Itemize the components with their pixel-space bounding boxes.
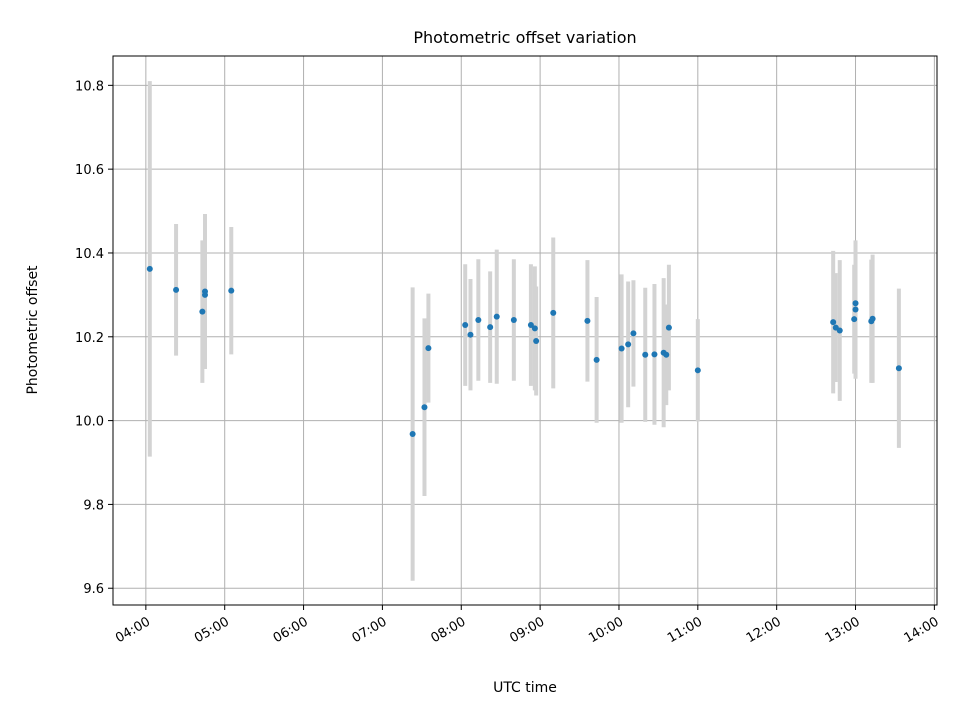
data-point: [625, 341, 632, 348]
data-point: [584, 317, 591, 324]
chart-title: Photometric offset variation: [413, 28, 636, 47]
y-tick-label: 10.8: [75, 79, 104, 94]
data-point: [201, 291, 208, 298]
data-point: [651, 351, 658, 358]
data-point: [663, 351, 670, 358]
data-point: [409, 431, 416, 438]
y-tick-label: 9.8: [83, 498, 104, 513]
x-axis-label: UTC time: [493, 680, 557, 696]
data-point: [618, 345, 625, 352]
data-point: [475, 317, 482, 324]
y-tick-label: 10.6: [75, 163, 104, 178]
data-point: [493, 313, 500, 320]
data-point: [462, 322, 469, 329]
data-point: [533, 337, 540, 344]
y-tick-label: 10.2: [75, 331, 104, 346]
data-point: [487, 324, 494, 331]
data-point: [895, 365, 902, 372]
data-point: [173, 286, 180, 293]
data-point: [869, 315, 876, 322]
data-point: [421, 404, 428, 411]
y-tick-label: 9.6: [83, 582, 104, 597]
data-point: [851, 316, 858, 323]
data-point: [665, 324, 672, 331]
data-point: [852, 306, 859, 313]
data-point: [527, 322, 534, 329]
y-axis-ticks: 9.6 9.8 10.0 10.2 10.4 10.6 10.8: [75, 79, 113, 597]
y-axis-label: Photometric offset: [25, 265, 41, 395]
data-points: [146, 265, 902, 438]
data-point: [467, 331, 474, 338]
data-point: [852, 300, 859, 307]
plot-frame: [112, 55, 938, 606]
data-point: [694, 367, 701, 374]
data-point: [228, 287, 235, 294]
data-point: [550, 309, 557, 316]
y-tick-label: 10.0: [75, 415, 104, 430]
data-point: [146, 265, 153, 272]
plot-area: [113, 56, 937, 605]
data-point: [836, 327, 843, 334]
data-point: [510, 317, 517, 324]
data-point: [830, 319, 837, 326]
data-point: [593, 356, 600, 363]
data-point: [630, 330, 637, 337]
data-point: [642, 351, 649, 358]
data-point: [531, 325, 538, 332]
data-point: [425, 345, 432, 352]
data-point: [199, 308, 206, 315]
y-tick-label: 10.4: [75, 247, 104, 262]
